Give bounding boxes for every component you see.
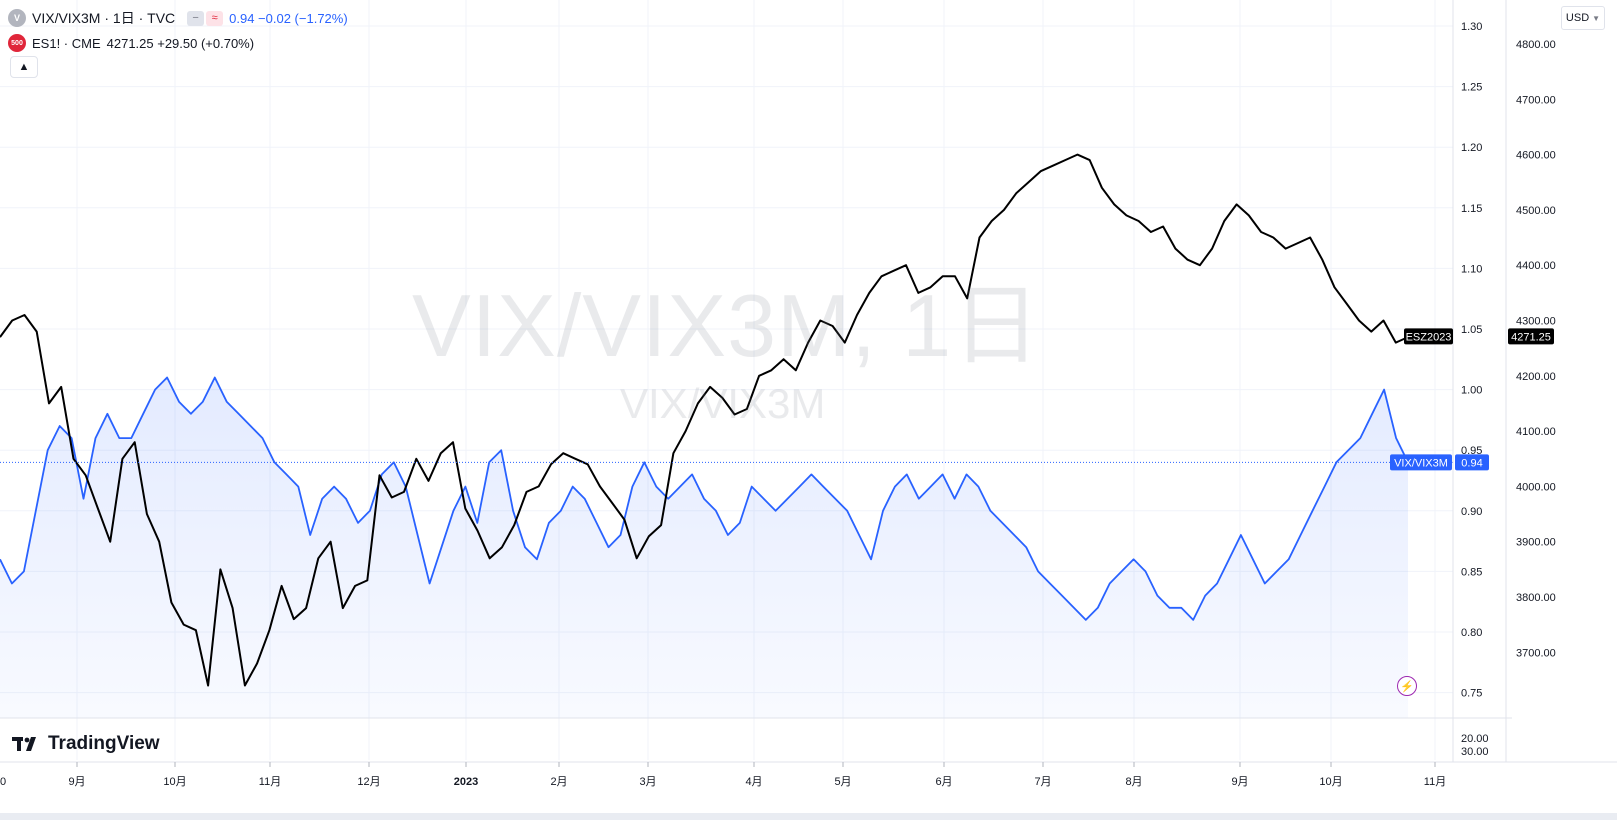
time-tick-label: 4月 xyxy=(745,776,762,788)
right-scale-tick-label: 4600.00 xyxy=(1516,150,1556,162)
left-scale-tick-label: 1.05 xyxy=(1461,324,1482,336)
time-tick-label: 12月 xyxy=(357,776,380,788)
time-tick-label: 10月 xyxy=(1319,776,1342,788)
sub-pane-tick-label: 20.00 xyxy=(1461,733,1489,745)
time-tick-label: 5月 xyxy=(834,776,851,788)
vix-series-line xyxy=(0,376,1409,621)
legend-controls[interactable]: − ≈ xyxy=(187,10,224,26)
time-tick-label: 11月 xyxy=(1424,776,1446,788)
bottom-bar xyxy=(0,813,1617,820)
legend-es[interactable]: 500 ES1! · CME 4271.25 +29.50 (+0.70%) xyxy=(8,34,254,52)
es-last-value-label: 4271.25 xyxy=(1511,331,1551,343)
vix-area xyxy=(0,377,1408,718)
brand-name: TradingView xyxy=(48,733,160,754)
time-tick-label: 7月 xyxy=(1034,776,1051,788)
time-tick-label: 9月 xyxy=(68,776,85,788)
right-scale-tick-label: 3900.00 xyxy=(1516,537,1556,549)
vix-values: 0.94 −0.02 (−1.72%) xyxy=(229,10,348,26)
time-tick-label: 0 xyxy=(0,776,6,788)
time-tick-label: 11月 xyxy=(259,776,281,788)
time-tick-label: 6月 xyxy=(935,776,952,788)
left-scale-tick-label: 1.30 xyxy=(1461,21,1482,33)
chart-watermark: VIX/VIX3M, 1日 xyxy=(412,276,1042,375)
sub-pane-tick-label: 30.00 xyxy=(1461,746,1489,758)
chevron-up-icon: ▲ xyxy=(18,61,30,73)
time-tick-label: 10月 xyxy=(163,776,186,788)
left-scale-tick-label: 0.90 xyxy=(1461,506,1482,518)
right-scale-tick-label: 4800.00 xyxy=(1516,39,1556,51)
es-series-name-label: ESZ2023 xyxy=(1406,331,1452,343)
time-tick-label: 2月 xyxy=(550,776,567,788)
es-last-value-label-bg xyxy=(1508,328,1554,345)
tradingview-logo[interactable]: TradingView xyxy=(12,733,160,755)
right-scale-tick-label: 4700.00 xyxy=(1516,94,1556,106)
es-values: 4271.25 +29.50 (+0.70%) xyxy=(106,35,255,51)
time-tick-label: 8月 xyxy=(1125,776,1142,788)
vix-series-name-label-bg xyxy=(1390,454,1452,471)
vix-last-value-label: 0.94 xyxy=(1461,457,1482,469)
left-scale-tick-label: 1.25 xyxy=(1461,82,1482,94)
left-scale-tick-label: 0.75 xyxy=(1461,688,1482,700)
legend-vix[interactable]: V VIX/VIX3M · 1日 · TVC − ≈ 0.94 −0.02 (−… xyxy=(8,8,348,28)
right-scale-tick-label: 4500.00 xyxy=(1516,205,1556,217)
time-tick-label: 9月 xyxy=(1231,776,1248,788)
left-scale-tick-label: 0.95 xyxy=(1461,445,1482,457)
time-tick-label: 3月 xyxy=(639,776,656,788)
currency-label: USD xyxy=(1565,12,1590,24)
minus-icon[interactable]: − xyxy=(187,10,205,26)
right-scale-tick-label: 4200.00 xyxy=(1516,371,1556,383)
series-lines xyxy=(0,153,1453,687)
currency-selector[interactable]: USD ▼ xyxy=(1561,6,1605,30)
sp500-symbol-icon: 500 xyxy=(8,34,26,52)
vix-symbol-icon: V xyxy=(8,9,26,27)
vix-area-fill xyxy=(0,377,1408,718)
time-tick-label: 2023 xyxy=(454,776,478,788)
left-scale-tick-label: 1.20 xyxy=(1461,142,1482,154)
approx-icon[interactable]: ≈ xyxy=(206,10,224,26)
es-title[interactable]: ES1! · CME xyxy=(32,35,101,51)
left-scale-tick-label: 1.00 xyxy=(1461,385,1482,397)
tradingview-logo-icon xyxy=(12,737,36,751)
vix-title[interactable]: VIX/VIX3M · 1日 · TVC xyxy=(32,10,176,26)
collapse-legend-button[interactable]: ▲ xyxy=(10,56,38,78)
vix-series-name-label: VIX/VIX3M xyxy=(1394,457,1448,469)
left-scale-tick-label: 1.10 xyxy=(1461,263,1482,275)
left-scale-tick-label: 0.85 xyxy=(1461,566,1482,578)
left-scale-tick-label: 1.15 xyxy=(1461,203,1482,215)
right-scale-tick-label: 4000.00 xyxy=(1516,481,1556,493)
chart-watermark-secondary: VIX/VIX3M xyxy=(620,380,826,427)
chevron-down-icon: ▼ xyxy=(1592,13,1601,23)
es-series-line xyxy=(0,153,1409,687)
right-scale-tick-label: 4300.00 xyxy=(1516,316,1556,328)
right-scale-tick-label: 4400.00 xyxy=(1516,260,1556,272)
price-labels: ESZ2023 4271.25 VIX/VIX3M 0.94 xyxy=(1390,328,1554,471)
right-scale-tick-label: 3800.00 xyxy=(1516,592,1556,604)
vix-last-value-label-bg xyxy=(1455,454,1489,471)
lightning-icon[interactable]: ⚡ xyxy=(1397,676,1417,696)
right-scale-tick-label: 4100.00 xyxy=(1516,426,1556,438)
left-scale-tick-label: 0.80 xyxy=(1461,627,1482,639)
right-scale-tick-label: 3700.00 xyxy=(1516,647,1556,659)
es-series-name-label-bg xyxy=(1404,328,1453,345)
